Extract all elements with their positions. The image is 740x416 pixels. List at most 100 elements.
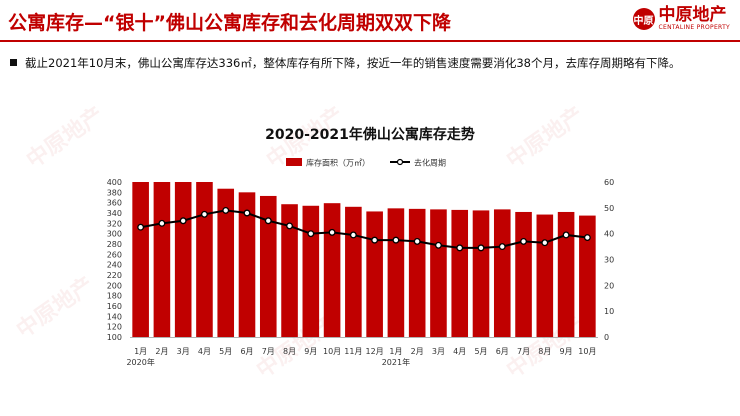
logo-name-en: CENTALINE PROPERTY — [658, 24, 730, 31]
bar — [387, 208, 405, 337]
bar — [536, 214, 554, 337]
y-left-tick-label: 120 — [107, 323, 122, 332]
y-left-tick-label: 300 — [107, 230, 122, 239]
x-tick-label: 10月 — [578, 347, 596, 356]
bar — [196, 182, 213, 337]
line-point — [413, 237, 421, 245]
line-point — [307, 230, 315, 238]
legend-line-marker — [396, 158, 404, 166]
x-year-label: 2021年 — [382, 357, 410, 367]
line-point — [371, 236, 379, 244]
bar — [153, 182, 171, 337]
y-right-tick-label: 0 — [604, 333, 609, 342]
y-right-tick-label: 20 — [604, 281, 614, 290]
line-point — [201, 210, 208, 218]
bar — [493, 209, 511, 337]
y-left-tick-label: 160 — [107, 302, 122, 311]
page-title: 公寓库存—“银十”佛山公寓库存和去化周期双双下降 — [8, 8, 451, 35]
header-divider — [0, 40, 740, 42]
company-logo: 中原 中原地产 CENTALINE PROPERTY — [632, 5, 730, 32]
x-tick-label: 5月 — [474, 347, 487, 356]
line-point — [541, 239, 549, 247]
logo-mark-icon: 中原 — [632, 8, 655, 30]
line-point — [264, 217, 272, 225]
line-point — [498, 243, 506, 251]
bar — [472, 210, 490, 337]
x-tick-label: 12月 — [366, 347, 384, 356]
bullet-square-icon — [10, 59, 17, 66]
y-left-tick-label: 220 — [107, 271, 122, 280]
line-point — [392, 236, 400, 244]
bar — [557, 211, 575, 337]
x-tick-label: 2月 — [411, 347, 424, 356]
y-left-tick-label: 100 — [107, 333, 122, 342]
line-point — [562, 231, 570, 239]
y-left-tick-label: 180 — [107, 292, 122, 301]
x-tick-label: 1月 — [134, 347, 147, 356]
x-tick-label: 3月 — [177, 347, 190, 356]
logo-mark-text: 中原 — [633, 15, 654, 27]
line-point — [158, 219, 166, 227]
x-tick-label: 3月 — [432, 347, 445, 356]
y-left-tick-label: 380 — [107, 188, 122, 197]
x-tick-label: 9月 — [560, 347, 573, 356]
logo-name-cn: 中原地产 — [658, 5, 727, 25]
bar — [408, 208, 426, 337]
chart-title: 2020-2021年佛山公寓库存走势 — [265, 127, 475, 143]
line-point — [328, 228, 336, 236]
bar — [515, 211, 532, 337]
summary-text: 截止2021年10月末，佛山公寓库存达336㎡，整体库存有所下降，按近一年的销售… — [25, 56, 681, 70]
y-left-tick-label: 280 — [107, 240, 122, 249]
y-right-tick-label: 10 — [604, 307, 614, 316]
line-point — [435, 241, 442, 249]
x-tick-label: 11月 — [344, 347, 362, 356]
inventory-chart: 库存面积（万㎡） 去化周期1001201401601802002202402602… — [107, 158, 614, 368]
y-left-tick-label: 240 — [107, 261, 122, 270]
x-tick-label: 2月 — [155, 347, 168, 356]
x-tick-label: 8月 — [538, 347, 551, 356]
line-point — [456, 244, 464, 252]
x-tick-label: 6月 — [240, 347, 253, 356]
bar — [217, 188, 235, 337]
x-tick-label: 4月 — [198, 347, 211, 356]
line-point — [583, 234, 591, 241]
y-left-tick-label: 360 — [107, 199, 122, 208]
line-point — [137, 223, 145, 231]
x-tick-label: 8月 — [283, 347, 296, 356]
line-point — [520, 237, 527, 245]
line-point — [179, 217, 187, 225]
y-left-tick-label: 200 — [107, 281, 122, 290]
bar — [174, 182, 192, 337]
y-right-tick-label: 50 — [604, 204, 614, 213]
y-right-tick-label: 30 — [604, 256, 614, 265]
bar — [579, 215, 596, 337]
bar — [345, 206, 362, 337]
legend-bar-label: 库存面积（万㎡） — [306, 158, 370, 168]
x-year-label: 2020年 — [126, 357, 154, 367]
y-left-tick-label: 340 — [107, 209, 122, 218]
bar — [366, 211, 383, 337]
line-point — [222, 206, 230, 214]
line-point — [286, 222, 293, 230]
x-tick-label: 7月 — [517, 347, 530, 356]
x-tick-label: 5月 — [219, 347, 232, 356]
page-title-accent: 公寓库存— — [8, 12, 104, 34]
page-title-main: “银十”佛山公寓库存和去化周期双双下降 — [103, 12, 451, 34]
y-left-tick-label: 400 — [107, 178, 122, 187]
bar — [430, 209, 447, 337]
bar — [323, 203, 341, 337]
x-tick-label: 1月 — [389, 347, 402, 356]
y-left-tick-label: 140 — [107, 312, 122, 321]
legend-bar-swatch — [286, 158, 302, 166]
summary-bullet: 截止2021年10月末，佛山公寓库存达336㎡，整体库存有所下降，按近一年的销售… — [10, 55, 680, 71]
x-tick-label: 4月 — [453, 347, 466, 356]
line-point — [349, 231, 357, 239]
bar — [259, 195, 277, 337]
line-series — [140, 209, 588, 249]
y-right-tick-label: 40 — [604, 230, 614, 239]
bar — [451, 209, 469, 337]
x-tick-label: 6月 — [496, 347, 509, 356]
legend-line-label: 去化周期 — [414, 158, 446, 168]
line-point — [243, 209, 251, 217]
bar — [132, 182, 149, 337]
